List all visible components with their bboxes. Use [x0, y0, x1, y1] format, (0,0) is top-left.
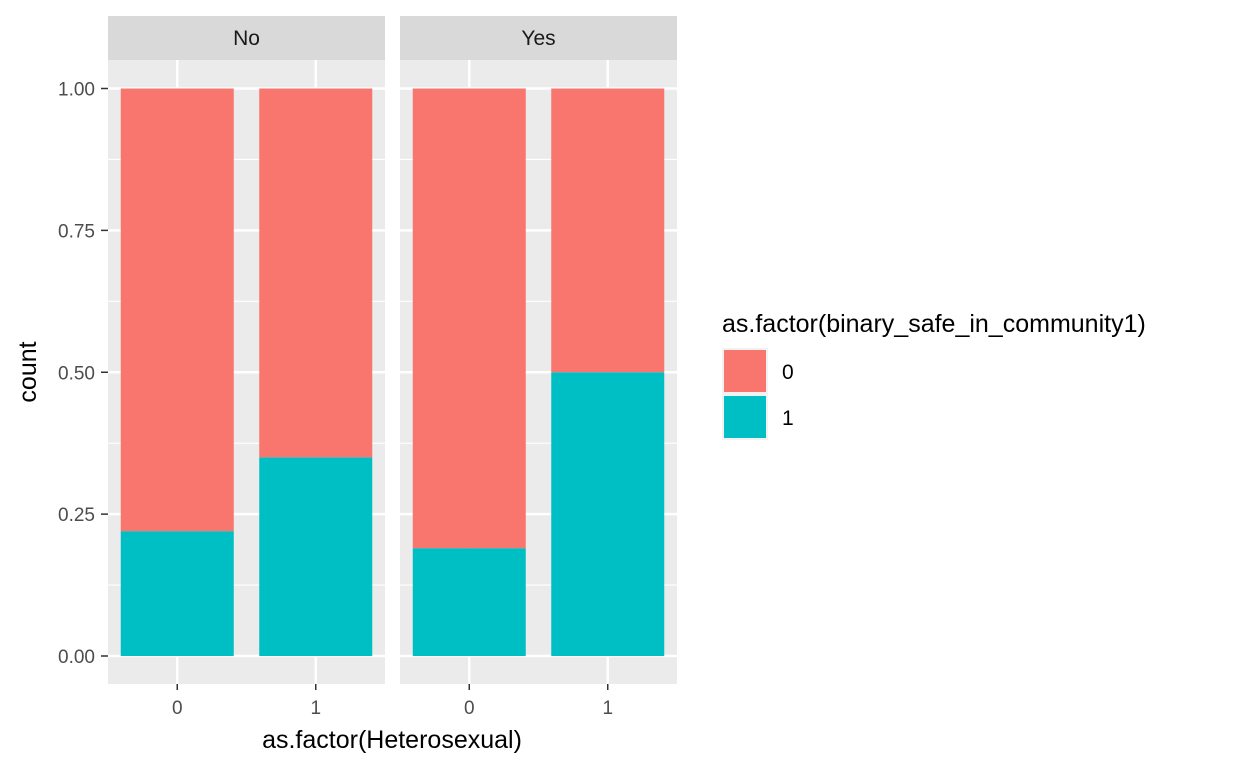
legend-title: as.factor(binary_safe_in_community1): [722, 310, 1146, 338]
legend-key-swatch-0: [724, 350, 766, 392]
x-tick-label: 1: [310, 698, 321, 719]
y-tick-label: 1.00: [58, 80, 95, 101]
x-tick-label: 0: [464, 698, 475, 719]
x-tick-label: 0: [172, 698, 183, 719]
y-axis: 0.00 0.25 0.50 0.75 1.00: [58, 80, 108, 668]
bar-segment-no-x1-fill1: [259, 457, 373, 656]
facet-panel-yes: Yes 0 1: [400, 16, 677, 719]
bar-segment-yes-x1-fill1: [551, 372, 665, 656]
y-tick-label: 0.25: [58, 505, 95, 526]
facet-strip-label: Yes: [521, 27, 555, 50]
y-axis-title: count: [14, 341, 42, 402]
bar-segment-yes-x0-fill0: [412, 88, 526, 549]
bar-segment-yes-x1-fill0: [551, 88, 665, 373]
bar-segment-no-x0-fill0: [120, 88, 234, 532]
legend-label-1: 1: [782, 407, 794, 430]
x-tick-label: 1: [602, 698, 613, 719]
legend: as.factor(binary_safe_in_community1) 0 1: [722, 310, 1146, 440]
facet-strip-label: No: [233, 27, 260, 50]
bar-segment-no-x0-fill1: [120, 531, 234, 656]
y-tick-label: 0.50: [58, 363, 95, 384]
x-axis-title: as.factor(Heterosexual): [262, 726, 522, 754]
bar-segment-no-x1-fill0: [259, 88, 373, 458]
legend-label-0: 0: [782, 361, 794, 384]
legend-key-swatch-1: [724, 396, 766, 438]
facet-panel-no: No 0 1: [108, 16, 385, 719]
y-tick-label: 0.00: [58, 647, 95, 668]
facet-strip: [400, 16, 677, 60]
panels-layer: No 0 1 Yes 0 1: [108, 16, 677, 719]
facet-strip: [108, 16, 385, 60]
bar-segment-yes-x0-fill1: [412, 548, 526, 656]
y-tick-label: 0.75: [58, 221, 95, 242]
